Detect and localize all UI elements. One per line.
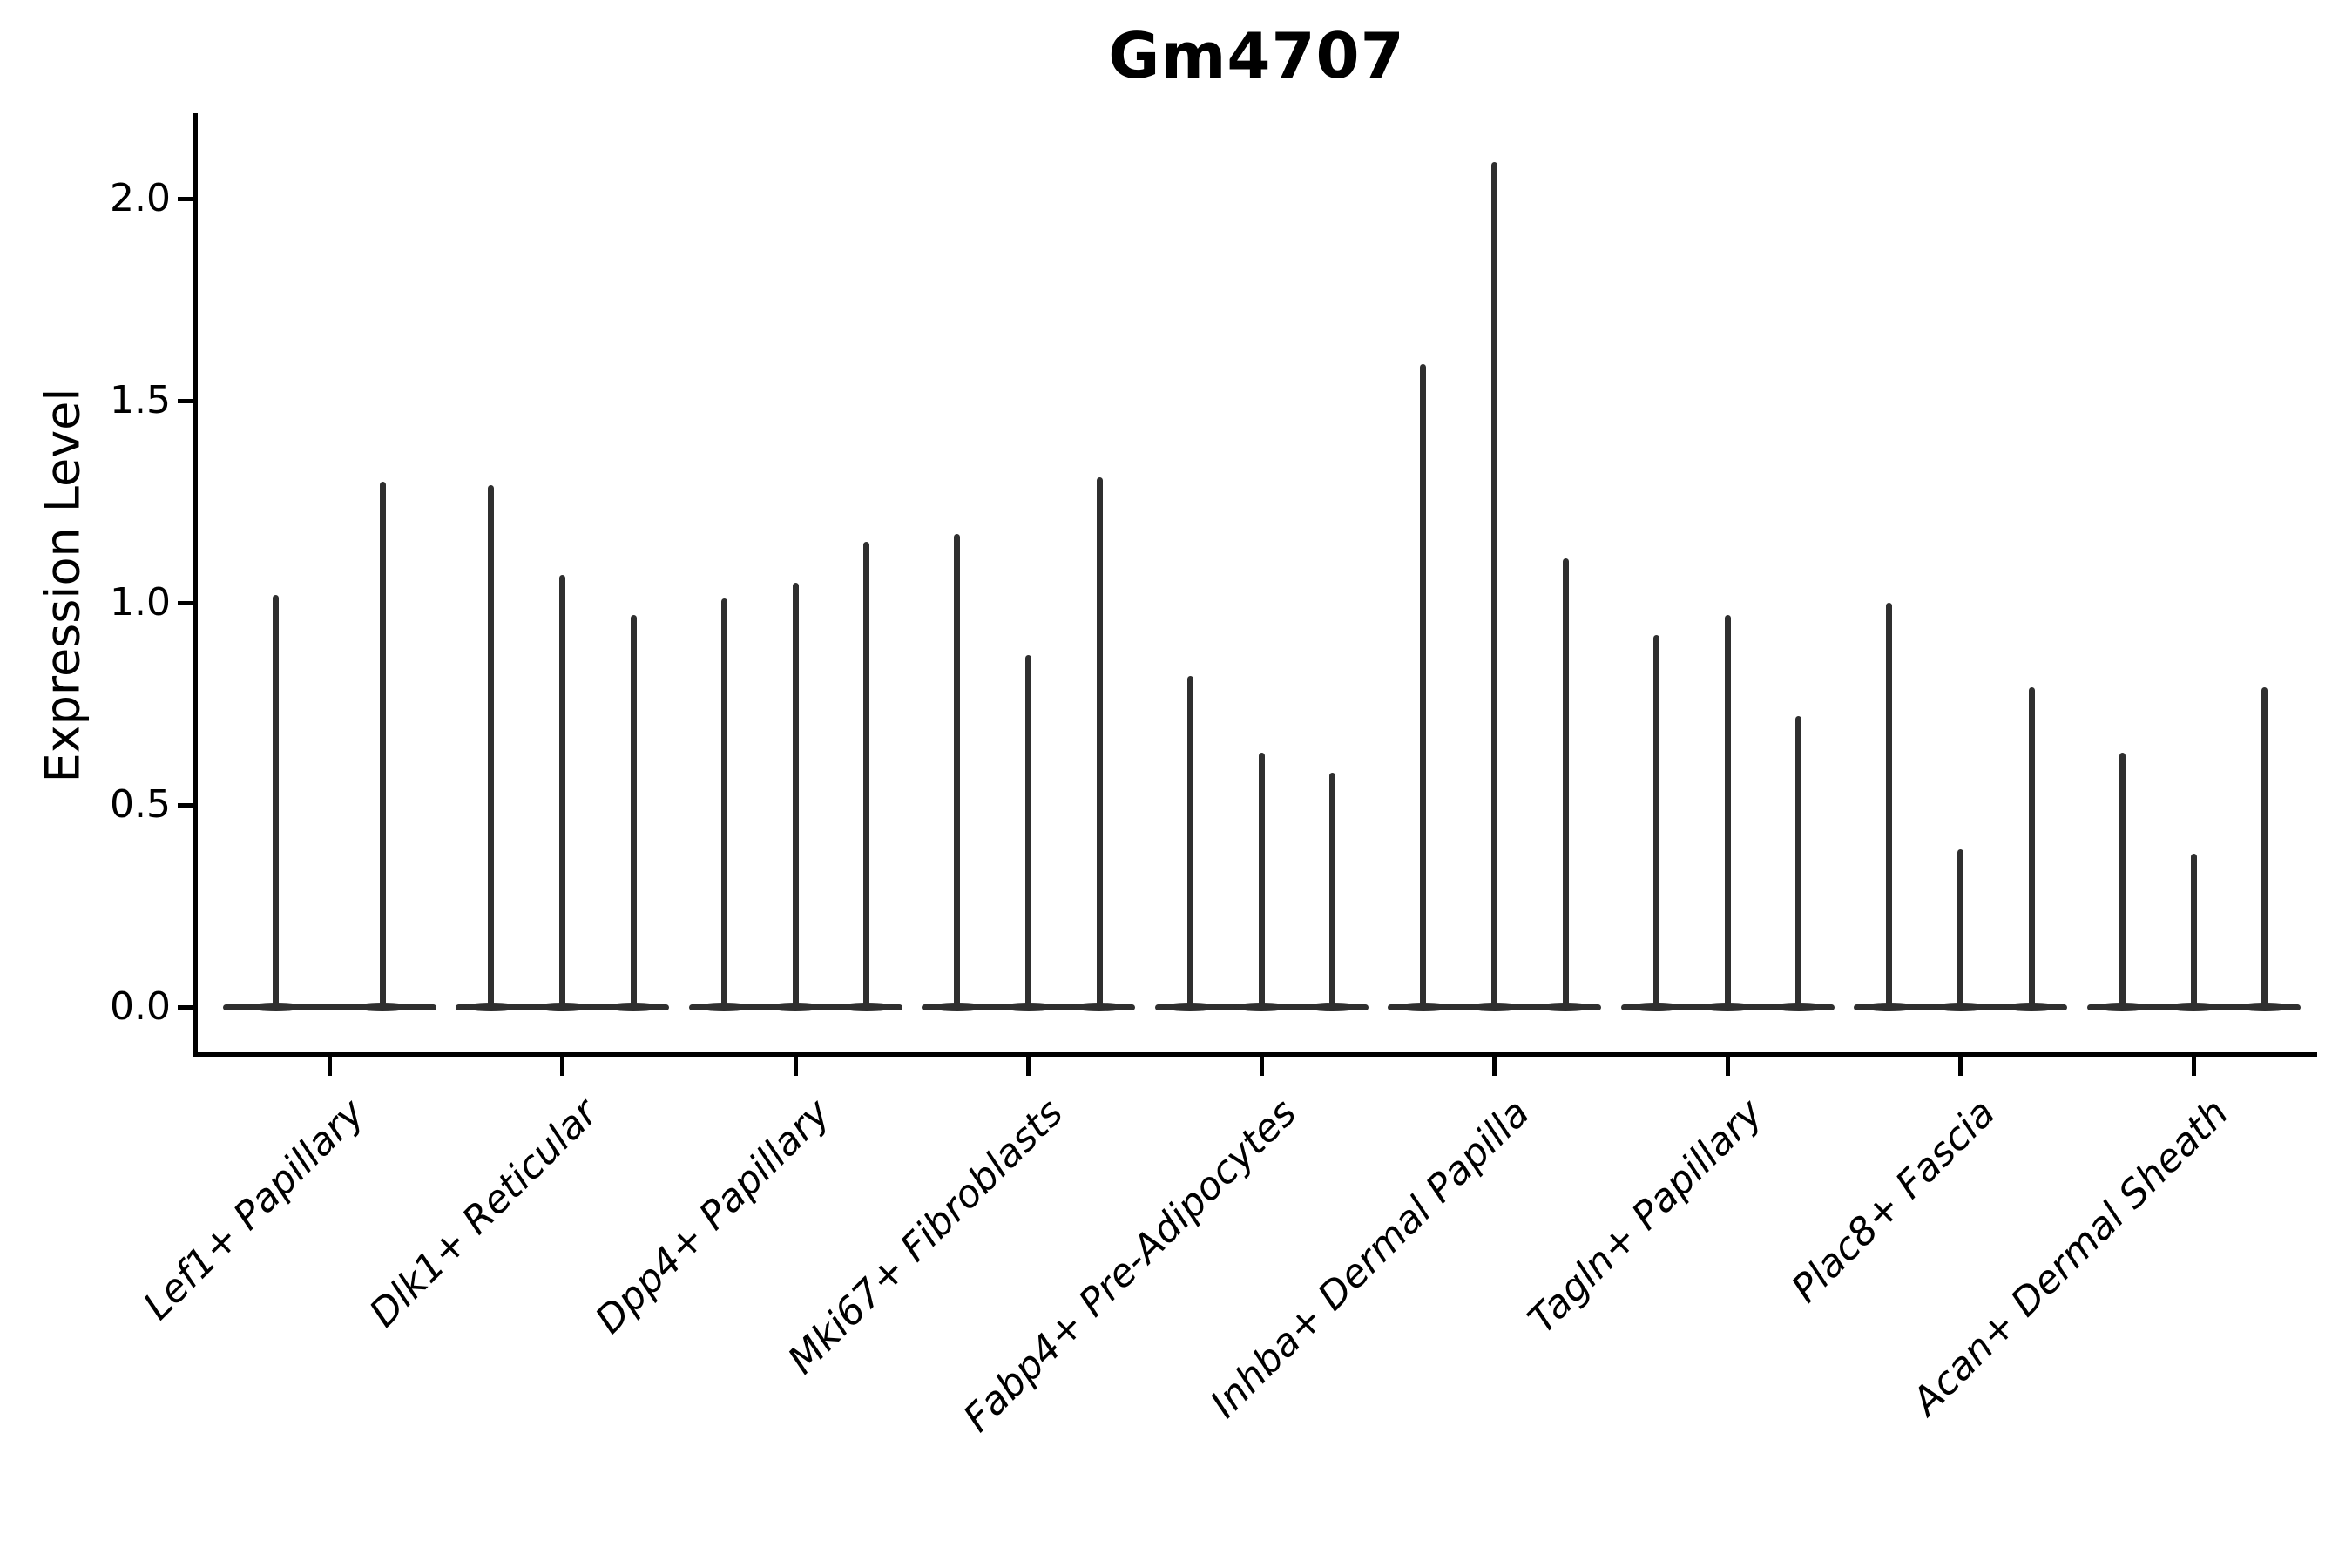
y-tick-mark	[178, 802, 193, 808]
y-tick-mark	[178, 196, 193, 201]
violin	[2028, 687, 2035, 1010]
violin	[488, 485, 495, 1010]
violin	[1491, 162, 1497, 1010]
violin	[1886, 603, 1893, 1010]
violin	[954, 534, 961, 1010]
x-tick-label: Dlk1+ Reticular	[361, 1091, 606, 1336]
y-tick-label: 0.5	[110, 782, 171, 827]
violin	[1957, 849, 1963, 1010]
y-tick-label: 2.0	[110, 176, 171, 220]
violin	[273, 594, 280, 1010]
x-tick-mark	[327, 1057, 332, 1076]
violin	[1562, 558, 1569, 1010]
y-tick-mark	[178, 600, 193, 605]
y-tick-label: 0.0	[110, 984, 171, 1029]
x-tick-mark	[1492, 1057, 1497, 1076]
y-tick-mark	[178, 1004, 193, 1010]
violin	[863, 542, 870, 1010]
violin	[2190, 853, 2197, 1010]
violin	[720, 598, 727, 1010]
x-tick-label: Tagln+ Papillary	[1519, 1091, 1772, 1342]
x-tick-mark	[793, 1057, 798, 1076]
chart-title: Gm4707	[1108, 19, 1405, 92]
y-tick-label: 1.5	[110, 378, 171, 422]
violin	[1795, 715, 1802, 1010]
y-axis-spine	[193, 113, 198, 1057]
violin	[1329, 772, 1336, 1010]
violin	[559, 574, 565, 1010]
x-tick-mark	[1259, 1057, 1264, 1076]
violin	[379, 481, 386, 1010]
violin	[792, 582, 799, 1010]
x-axis-spine	[193, 1052, 2317, 1057]
x-tick-label: Dpp4+ Papillary	[587, 1091, 840, 1343]
violin	[630, 614, 637, 1010]
violin	[1186, 675, 1193, 1010]
violin	[1724, 614, 1731, 1010]
violin	[1096, 477, 1103, 1010]
y-tick-label: 1.0	[110, 580, 171, 625]
violin-baseline	[222, 1004, 436, 1010]
x-tick-mark	[560, 1057, 564, 1076]
x-tick-mark	[1026, 1057, 1031, 1076]
x-tick-mark	[1958, 1057, 1963, 1076]
x-tick-mark	[2191, 1057, 2196, 1076]
y-tick-mark	[178, 398, 193, 403]
violin	[1420, 364, 1427, 1010]
x-tick-label: Plac8+ Fascia	[1783, 1091, 2004, 1312]
violin	[2261, 687, 2268, 1010]
violin	[1258, 752, 1265, 1010]
violin	[2119, 752, 2126, 1010]
x-tick-label: Lef1+ Papillary	[135, 1091, 374, 1329]
violin	[1025, 655, 1031, 1010]
violin	[1652, 635, 1659, 1010]
x-tick-mark	[1725, 1057, 1730, 1076]
